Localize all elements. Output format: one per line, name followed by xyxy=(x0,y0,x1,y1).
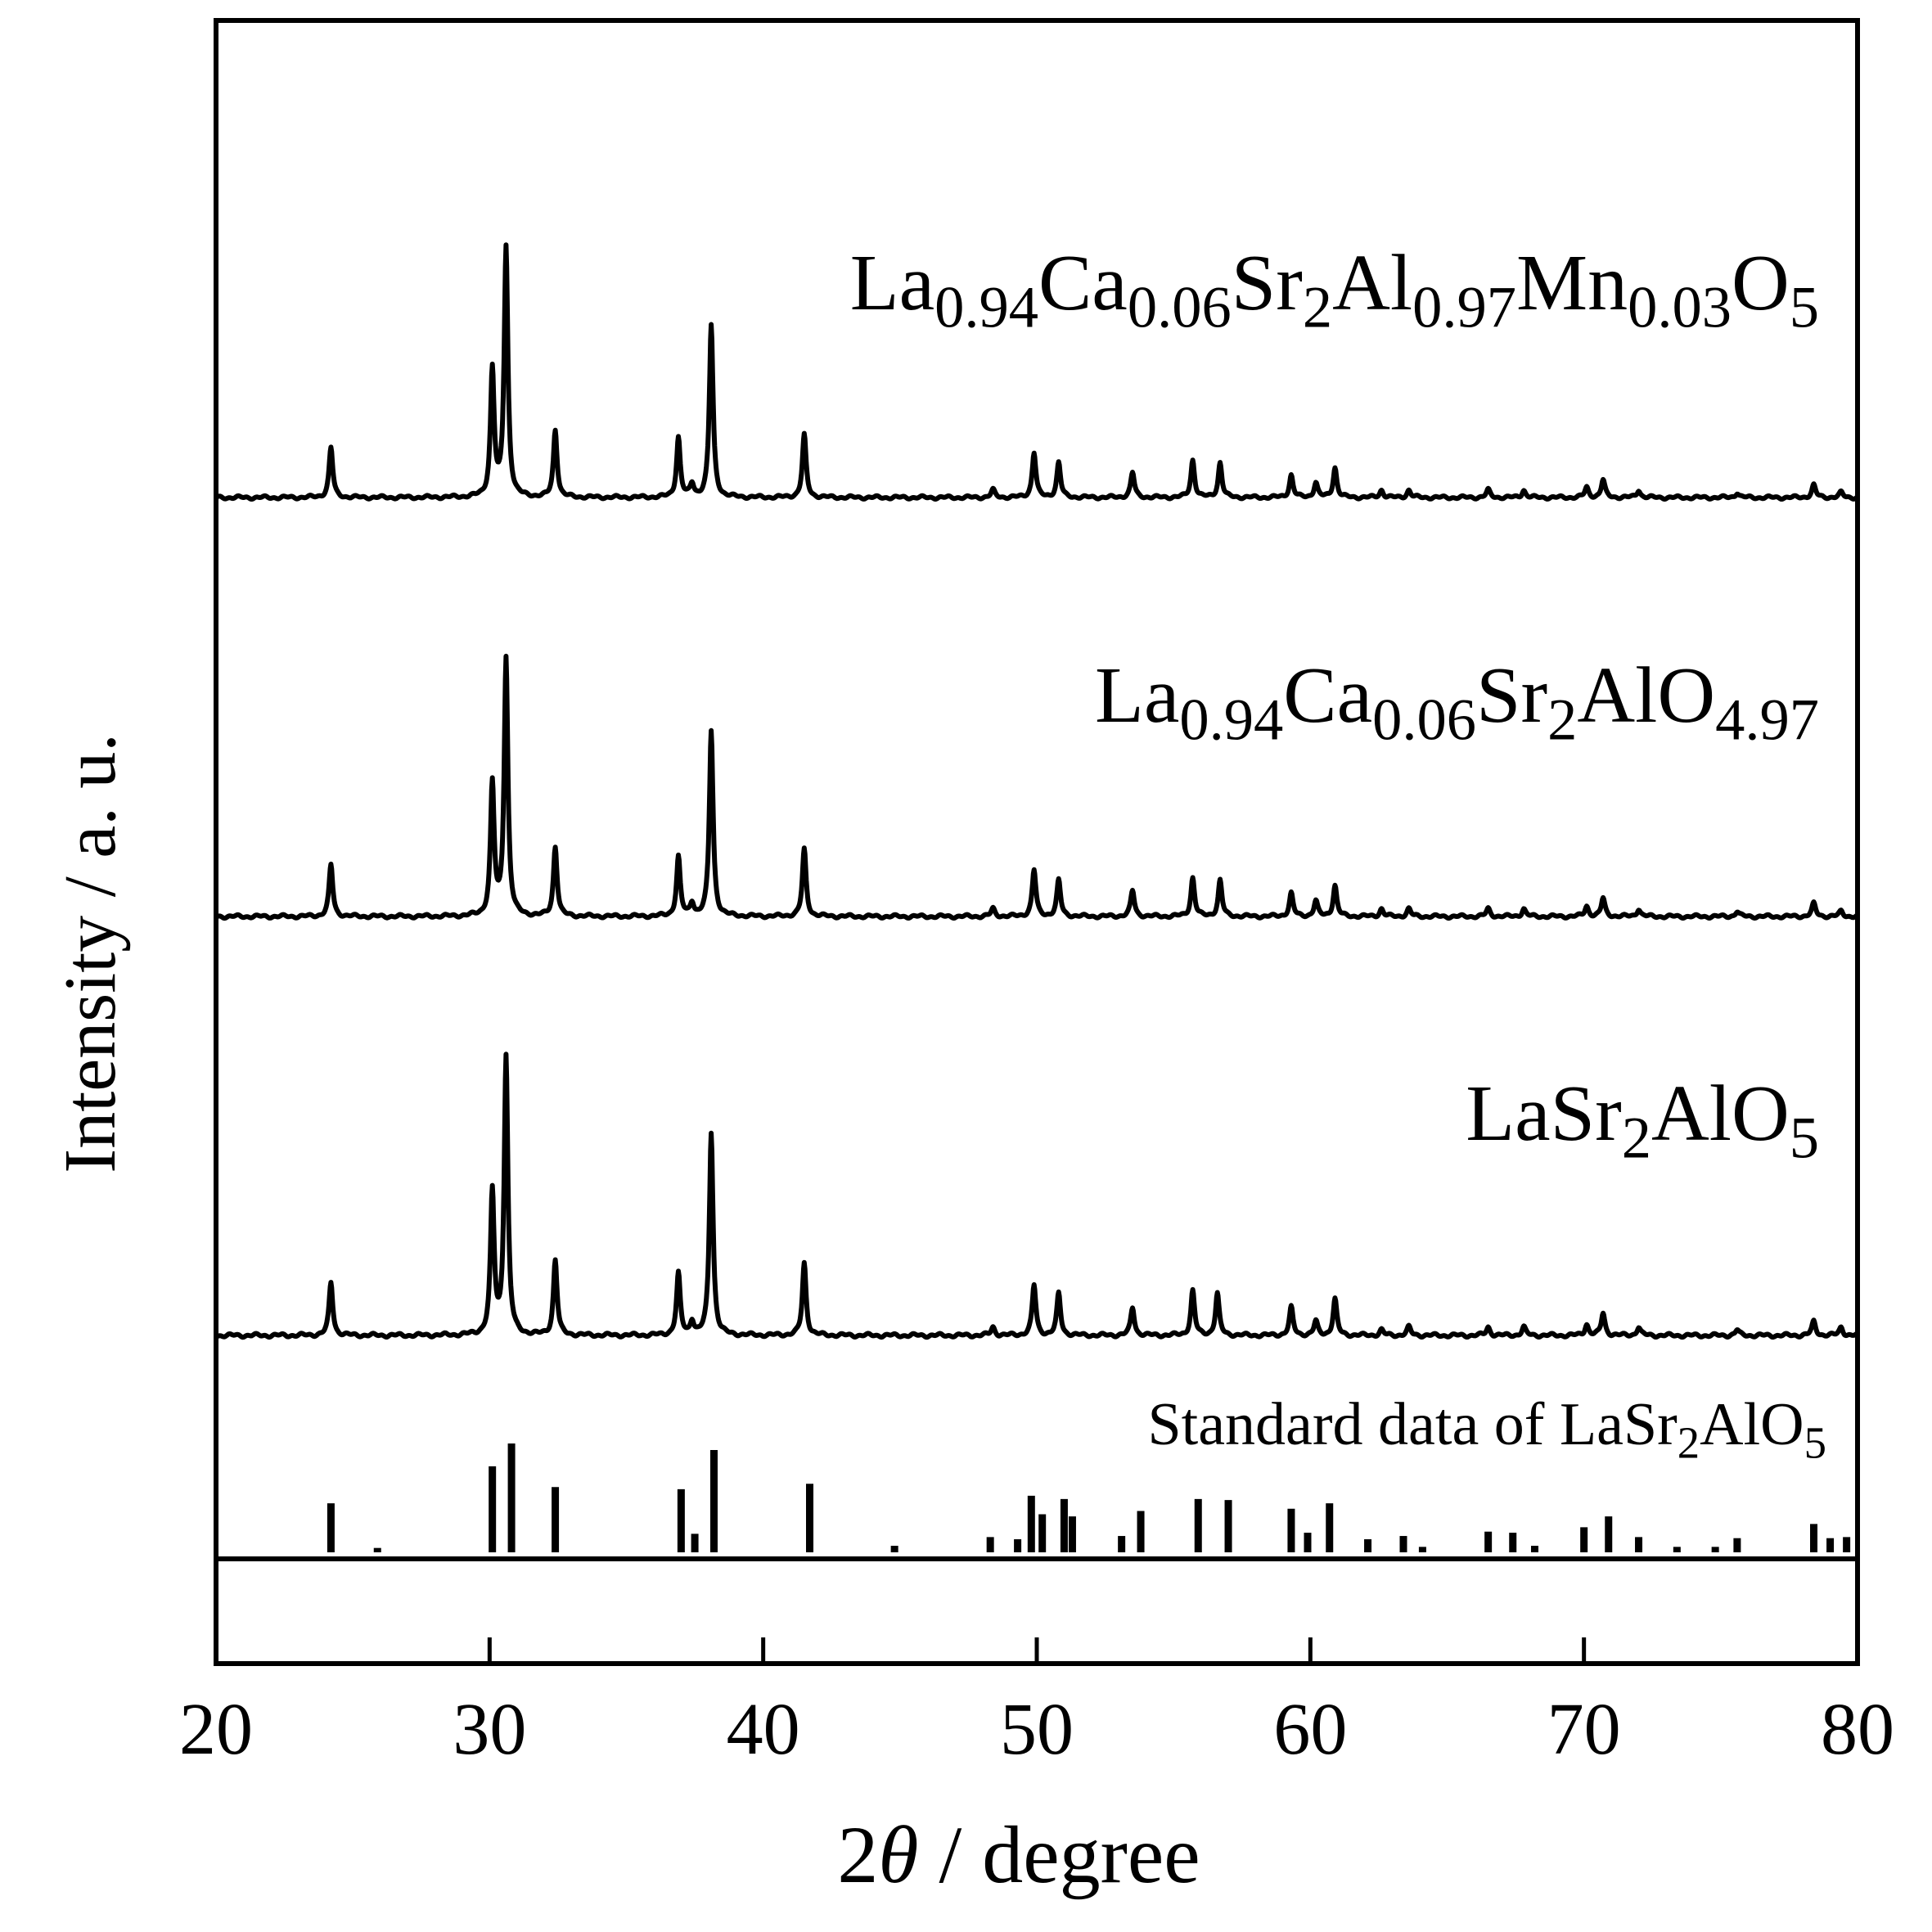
x-tick-label: 60 xyxy=(1273,1689,1347,1770)
label-part: 5 xyxy=(1790,274,1819,340)
x-axis-label: 2θ / degree xyxy=(837,1809,1200,1900)
x-tick-label: 30 xyxy=(453,1689,526,1770)
series-line-1 xyxy=(214,242,1860,502)
x-axis-label-suffix: / degree xyxy=(918,1809,1200,1900)
label-part: 5 xyxy=(1804,1417,1826,1467)
label-part: Al xyxy=(1332,239,1412,327)
reference-pattern: Standard data of LaSr2AlO5 xyxy=(327,1391,1851,1552)
label-part: 5 xyxy=(1790,1105,1819,1171)
label-part: 0.03 xyxy=(1628,274,1732,340)
x-tick-label: 20 xyxy=(179,1689,253,1770)
label-part: 0.94 xyxy=(934,274,1038,340)
series-line-2 xyxy=(214,653,1860,921)
label-part: Sr xyxy=(1232,239,1303,327)
label-part: La xyxy=(850,239,934,327)
label-part: 0.94 xyxy=(1179,687,1283,753)
label-part: O xyxy=(1732,239,1790,327)
x-tick-label: 50 xyxy=(1000,1689,1074,1770)
label-part: AlO xyxy=(1577,651,1715,740)
label-series-ca-doped: La0.94Ca0.06Sr2AlO4.97 xyxy=(1095,651,1819,753)
label-part: La xyxy=(1095,651,1179,740)
x-tick-label: 40 xyxy=(727,1689,800,1770)
label-part: Standard data of LaSr xyxy=(1148,1391,1678,1458)
label-part: AlO xyxy=(1651,1070,1790,1158)
label-part: 0.06 xyxy=(1128,274,1232,340)
label-part: Ca xyxy=(1038,239,1128,327)
x-axis-ticks: 20 30 40 50 60 70 80 xyxy=(179,1637,1894,1770)
label-part: 2 xyxy=(1303,274,1332,340)
x-axis-label-prefix: 2 xyxy=(837,1809,878,1900)
label-series-mn-doped: La0.94Ca0.06Sr2Al0.97Mn0.03O5 xyxy=(850,239,1819,340)
label-part: 2 xyxy=(1678,1417,1700,1467)
x-axis-label-theta: θ xyxy=(878,1809,918,1900)
label-part: 4.97 xyxy=(1715,687,1819,753)
series-line-3 xyxy=(214,1052,1860,1340)
label-part: Ca xyxy=(1283,651,1372,740)
label-part: LaSr xyxy=(1466,1070,1622,1158)
label-part: AlO xyxy=(1700,1391,1804,1458)
label-part: 2 xyxy=(1622,1105,1651,1171)
label-reference: Standard data of LaSr2AlO5 xyxy=(1148,1391,1827,1467)
x-tick-label: 70 xyxy=(1547,1689,1621,1770)
label-part: 0.06 xyxy=(1372,687,1476,753)
x-tick-label: 80 xyxy=(1821,1689,1894,1770)
y-axis-label: Intensity / a. u. xyxy=(50,733,131,1173)
label-series-pure: LaSr2AlO5 xyxy=(1466,1070,1819,1171)
label-part: 2 xyxy=(1547,687,1577,753)
series-group: La0.94Ca0.06Sr2Al0.97Mn0.03O5La0.94Ca0.0… xyxy=(214,239,1860,1340)
label-part: 0.97 xyxy=(1412,274,1516,340)
label-part: Sr xyxy=(1476,651,1547,740)
label-part: Mn xyxy=(1516,239,1628,327)
